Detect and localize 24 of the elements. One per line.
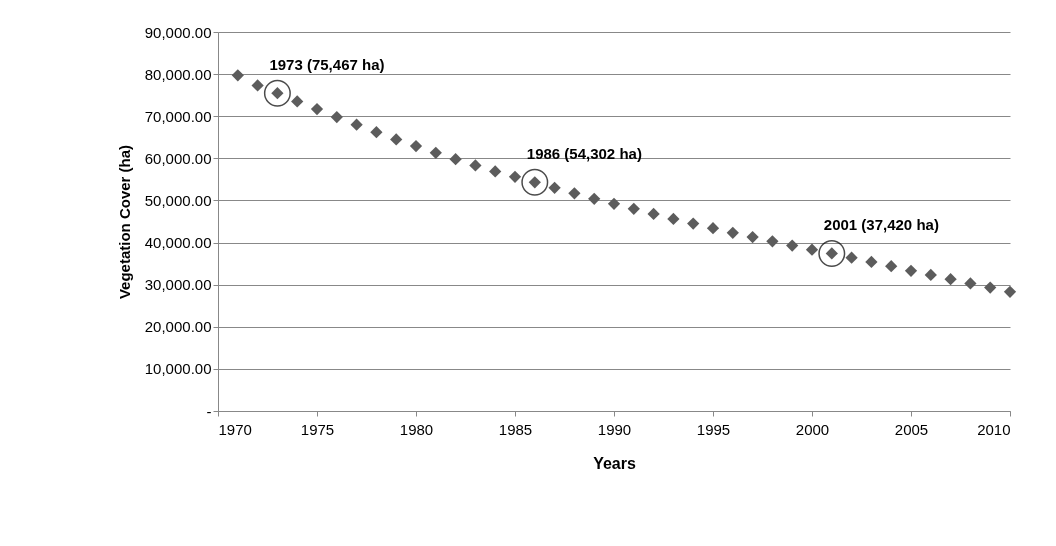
- annotation: 1973 (75,467 ha): [269, 56, 385, 74]
- x-tick-label: 1995: [696, 420, 731, 438]
- y-tick-label: 70,000.00: [144, 107, 212, 125]
- x-tick-label: 2000: [795, 420, 830, 438]
- x-axis-title: Years: [593, 454, 636, 472]
- y-tick-label: 90,000.00: [144, 23, 212, 41]
- x-tick-label: 2005: [894, 420, 929, 438]
- x-tick-label: 1990: [597, 420, 632, 438]
- annotation: 2001 (37,420 ha): [823, 216, 939, 234]
- y-tick-label: 30,000.00: [144, 276, 212, 294]
- y-tick-label: 60,000.00: [144, 149, 212, 167]
- y-tick-label: -: [206, 402, 212, 420]
- y-tick-label: 40,000.00: [144, 234, 212, 252]
- x-tick-label: 1980: [399, 420, 434, 438]
- y-tick-label: 50,000.00: [144, 191, 212, 209]
- x-tick-label: 1970: [218, 420, 252, 438]
- y-tick-label: 80,000.00: [144, 65, 212, 83]
- y-tick-label: 20,000.00: [144, 318, 212, 336]
- x-tick-label: 1975: [300, 420, 335, 438]
- y-tick-label: 10,000.00: [144, 360, 212, 378]
- x-tick-label: 1985: [498, 420, 533, 438]
- x-tick-label: 2010: [977, 420, 1011, 438]
- annotation: 1986 (54,302 ha): [526, 145, 642, 163]
- y-axis-title: Vegetation Cover (ha): [115, 144, 133, 300]
